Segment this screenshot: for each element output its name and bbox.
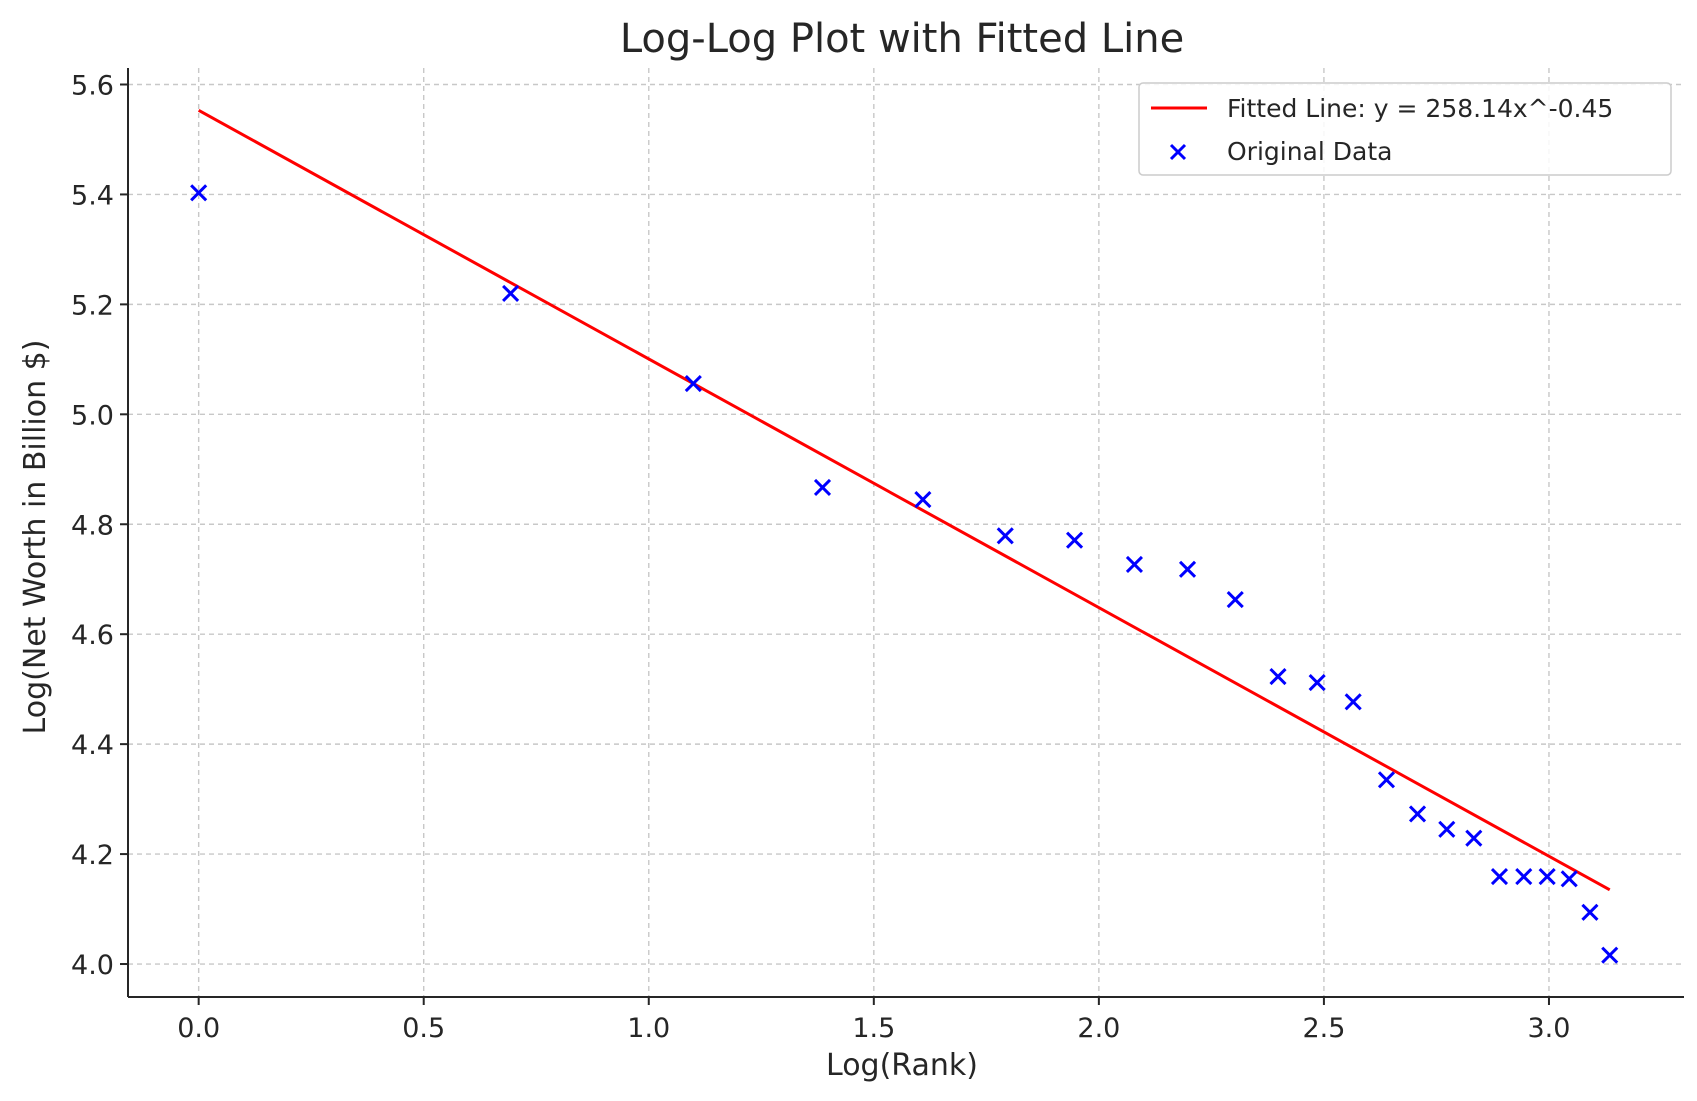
legend-label-original-data: Original Data — [1227, 137, 1392, 166]
y-tick-label: 5.4 — [71, 180, 114, 211]
data-point-marker — [1269, 667, 1287, 686]
x-tick-label: 3.0 — [1527, 1013, 1570, 1044]
legend-x-marker-swatch — [1169, 143, 1187, 161]
data-point-marker — [1377, 771, 1396, 789]
data-point-marker — [1344, 693, 1362, 711]
grid — [128, 68, 1684, 997]
x-tick-label: 0.0 — [177, 1013, 220, 1044]
data-point-marker — [1515, 868, 1533, 886]
data-point-marker — [1178, 560, 1197, 578]
data-point-marker — [1601, 946, 1619, 964]
y-tick-label: 5.6 — [71, 70, 114, 101]
data-point-marker — [1066, 531, 1084, 549]
y-tick-label: 5.2 — [71, 290, 114, 321]
x-tick-label: 2.0 — [1077, 1013, 1120, 1044]
data-point-marker — [1465, 829, 1483, 847]
data-point-marker — [1125, 555, 1143, 573]
data-point-marker — [502, 284, 520, 302]
data-point-marker — [996, 527, 1014, 545]
y-tick-label: 4.2 — [71, 840, 114, 871]
y-axis-label: Log(Net Worth in Billion $) — [18, 340, 53, 735]
legend-label-fitted-line: Fitted Line: y = 258.14x^-0.45 — [1227, 94, 1613, 123]
x-tick-label: 1.5 — [852, 1013, 895, 1044]
chart-title: Log-Log Plot with Fitted Line — [620, 16, 1184, 62]
ticks: 0.0 0.5 1.0 1.5 2.0 2.5 3.0 4.0 4.2 4.4 4.6 4.8 5.0 5… — [71, 70, 1570, 1044]
y-tick-label: 4.4 — [71, 730, 114, 761]
legend: Fitted Line: y = 258.14x^-0.45 Original … — [1138, 82, 1672, 176]
data-point-marker — [1308, 674, 1326, 692]
x-axis-label: Log(Rank) — [826, 1048, 978, 1083]
data-point-marker — [1538, 868, 1556, 886]
legend-frame — [1138, 82, 1672, 176]
data-point-marker — [1490, 868, 1509, 886]
data-point-marker — [1226, 591, 1244, 609]
x-tick-label: 1.0 — [627, 1013, 670, 1044]
y-tick-label: 4.0 — [71, 950, 114, 981]
data-point-marker — [1438, 820, 1456, 838]
fitted-line — [197, 109, 1611, 892]
x-tick-label: 0.5 — [402, 1013, 445, 1044]
y-tick-label: 4.6 — [71, 620, 114, 651]
data-point-marker — [1408, 805, 1427, 823]
axes — [127, 68, 1684, 998]
data-point-marker — [190, 184, 208, 202]
data-point-marker — [813, 478, 832, 496]
data-point-marker — [1581, 903, 1599, 921]
y-tick-label: 4.8 — [71, 510, 114, 541]
x-tick-label: 2.5 — [1302, 1013, 1345, 1044]
plot-series — [190, 109, 1619, 964]
data-point-marker — [914, 490, 932, 509]
data-point-marker — [684, 374, 702, 393]
data-point-marker — [1560, 870, 1578, 888]
y-tick-label: 5.0 — [71, 400, 114, 431]
